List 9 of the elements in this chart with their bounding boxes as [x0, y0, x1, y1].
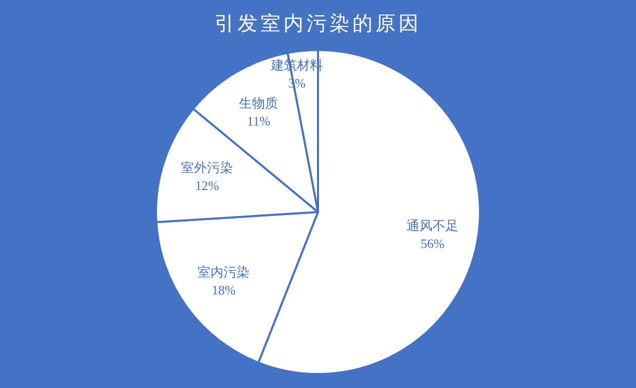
- chart-title: 引发室内污染的原因: [214, 12, 422, 35]
- data-label: 56%: [420, 236, 445, 251]
- data-label: 18%: [212, 282, 236, 298]
- slice-label: 室内污染: [198, 264, 250, 280]
- slice-label: 生物质: [239, 96, 278, 111]
- slice-label: 室外污染: [181, 160, 234, 175]
- data-label: 12%: [195, 178, 220, 193]
- slice-label: 通风不足: [406, 218, 459, 233]
- data-label: 11%: [246, 114, 270, 129]
